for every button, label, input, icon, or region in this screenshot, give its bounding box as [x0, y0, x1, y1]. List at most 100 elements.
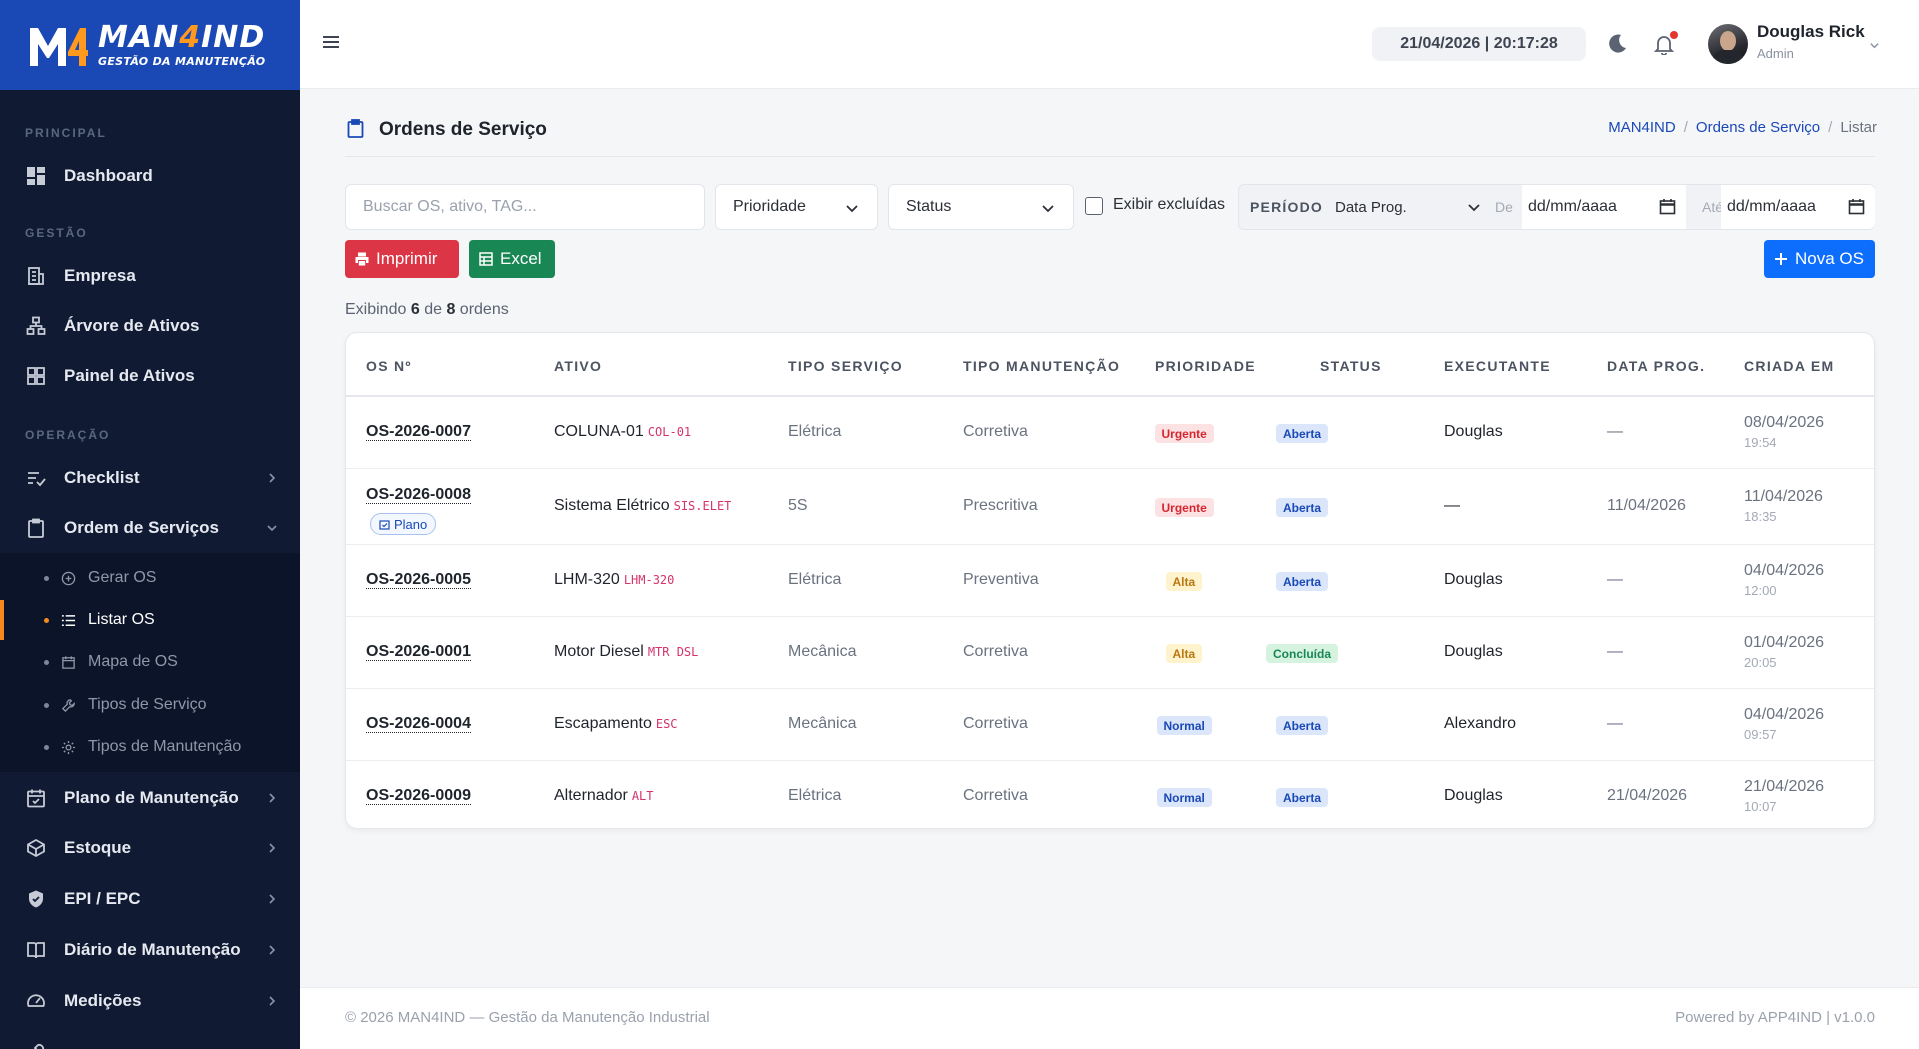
col-header-data-prog[interactable]: DATA PROG.: [1607, 358, 1706, 374]
plan-badge[interactable]: Plano: [370, 513, 437, 535]
sidebar-item-empresa[interactable]: Empresa: [0, 254, 300, 298]
breadcrumb-link-ordens[interactable]: Ordens de Serviço: [1695, 119, 1821, 136]
sidebar-item-estoque[interactable]: Estoque: [0, 826, 300, 870]
table-row[interactable]: OS-2026-0008 Plano Sistema Elétrico SIS.ELE…: [346, 469, 1874, 545]
sidebar-subitem-mapa-os[interactable]: Mapa de OS: [0, 642, 300, 682]
sidebar-item-painel[interactable]: Painel de Ativos: [0, 354, 300, 398]
brand-logo[interactable]: MAN4IND GESTÃO DA MANUTENÇÃO: [0, 0, 300, 90]
user-role: Admin: [1757, 46, 1794, 61]
period-field-select[interactable]: Data Prog.: [1335, 185, 1485, 229]
calendar-icon[interactable]: [1848, 198, 1865, 215]
created-date: 11/04/2026: [1744, 488, 1823, 505]
asset-name: Alternador: [554, 787, 628, 804]
created-time: 19:54: [1744, 435, 1777, 450]
sidebar-item-dashboard[interactable]: Dashboard: [0, 154, 300, 198]
os-number-link[interactable]: OS-2026-0001: [366, 643, 471, 661]
panel-icon: [27, 367, 45, 385]
page-title: Ordens de Serviço: [379, 119, 547, 140]
table-row[interactable]: OS-2026-0009 Alternador ALT Elétrica Correti…: [346, 761, 1874, 828]
sidebar-subitem-tipos-servico[interactable]: Tipos de Serviço: [0, 685, 300, 725]
col-header-executante[interactable]: EXECUTANTE: [1444, 358, 1551, 374]
col-header-tipo-servico[interactable]: TIPO SERVIÇO: [788, 358, 903, 374]
avatar[interactable]: [1708, 24, 1748, 64]
scheduled-date: 11/04/2026: [1607, 497, 1686, 514]
os-number-link[interactable]: OS-2026-0009: [366, 787, 471, 805]
status-badge: Aberta: [1276, 716, 1329, 735]
sidebar-item-diario-manutencao[interactable]: Diário de Manutenção: [0, 928, 300, 972]
period-field-value: Data Prog.: [1335, 198, 1407, 216]
chevron-down-icon[interactable]: [1869, 40, 1880, 51]
table-row[interactable]: OS-2026-0004 Escapamento ESC Mecânica Corret…: [346, 689, 1874, 761]
os-number-link[interactable]: OS-2026-0007: [366, 423, 471, 441]
datetime-display: 21/04/2026 | 20:17:28: [1372, 27, 1586, 61]
moon-icon[interactable]: [1606, 33, 1628, 55]
asset-tag: MTR DSL: [647, 645, 699, 659]
sidebar-subitem-label: Gerar OS: [88, 569, 157, 586]
sidebar-item-checklist[interactable]: Checklist: [0, 456, 300, 500]
sidebar-subitem-label: Tipos de Manutenção: [88, 738, 242, 755]
priority-select-value: Prioridade: [733, 198, 806, 215]
orders-table: OS Nº ATIVO TIPO SERVIÇO TIPO MANUTENÇÃO…: [345, 332, 1875, 829]
sidebar-item-epi-epc[interactable]: EPI / EPC: [0, 877, 300, 921]
sidebar-subitem-gerar-os[interactable]: Gerar OS: [0, 558, 300, 598]
search-input[interactable]: Buscar OS, ativo, TAG...: [345, 184, 705, 230]
status-select[interactable]: Status: [888, 184, 1074, 230]
col-header-prioridade[interactable]: PRIORIDADE: [1155, 358, 1256, 374]
menu-icon[interactable]: [322, 34, 340, 50]
priority-badge: Alta: [1165, 572, 1203, 591]
sidebar-subitem-tipos-manutencao[interactable]: Tipos de Manutenção: [0, 727, 300, 767]
maintenance-type: Corretiva: [963, 715, 1028, 732]
os-number-link[interactable]: OS-2026-0008: [366, 486, 471, 504]
print-button[interactable]: Imprimir: [345, 240, 459, 278]
new-os-button[interactable]: Nova OS: [1764, 240, 1875, 278]
sidebar-item-plano-manutencao[interactable]: Plano de Manutenção: [0, 776, 300, 820]
show-deleted-checkbox[interactable]: [1085, 197, 1103, 215]
calendar-icon[interactable]: [1659, 198, 1676, 215]
excel-button[interactable]: Excel: [469, 240, 555, 278]
sidebar-subitem-label: Mapa de OS: [88, 653, 178, 670]
maintenance-type: Preventiva: [963, 571, 1039, 588]
date-from-input[interactable]: dd/mm/aaaa: [1522, 185, 1686, 229]
new-os-button-label: Nova OS: [1795, 249, 1864, 268]
col-header-criada-em[interactable]: CRIADA EM: [1744, 358, 1835, 374]
os-number-link[interactable]: OS-2026-0005: [366, 571, 471, 589]
sidebar-item-partial[interactable]: [0, 1030, 300, 1049]
col-header-os[interactable]: OS Nº: [366, 358, 412, 374]
status-badge: Aberta: [1276, 424, 1329, 443]
bullet-dot: [44, 617, 49, 623]
sidebar-item-arvore[interactable]: Árvore de Ativos: [0, 304, 300, 348]
service-type: Elétrica: [788, 571, 842, 588]
priority-badge: Urgente: [1154, 498, 1214, 517]
bell-icon[interactable]: [1653, 33, 1675, 55]
col-header-status[interactable]: STATUS: [1320, 358, 1382, 374]
table-row[interactable]: OS-2026-0001 Motor Diesel MTR DSL Mecânica C…: [346, 617, 1874, 689]
table-row[interactable]: OS-2026-0005 LHM-320 LHM-320 Elétrica Preven…: [346, 545, 1874, 617]
user-name[interactable]: Douglas Rick: [1757, 22, 1865, 41]
col-header-ativo[interactable]: ATIVO: [554, 358, 603, 374]
count-suffix: ordens: [459, 301, 509, 318]
show-deleted-label[interactable]: Exibir excluídas: [1113, 196, 1226, 213]
asset-name: COLUNA-01: [554, 423, 644, 440]
priority-badge: Normal: [1156, 788, 1212, 807]
breadcrumb-link-home[interactable]: MAN4IND: [1608, 119, 1676, 136]
sidebar-item-label: Painel de Ativos: [64, 366, 195, 385]
os-number-link[interactable]: OS-2026-0004: [366, 715, 471, 733]
status-badge: Concluída: [1266, 644, 1339, 663]
sidebar-item-ordem-servicos[interactable]: Ordem de Serviços: [0, 506, 300, 550]
sidebar-subitem-listar-os[interactable]: Listar OS: [0, 600, 300, 640]
created-time: 12:00: [1744, 583, 1777, 598]
scheduled-date: —: [1607, 423, 1623, 440]
count-prefix: Exibindo: [345, 301, 407, 318]
table-row[interactable]: OS-2026-0007 COLUNA-01 COL-01 Elétrica Corre…: [346, 397, 1874, 469]
asset-tag: ALT: [631, 789, 654, 803]
asset-tag: SIS.ELET: [673, 499, 732, 513]
sidebar-item-label: EPI / EPC: [64, 889, 141, 908]
sidebar: MAN4IND GESTÃO DA MANUTENÇÃO PRINCIPAL D…: [0, 0, 300, 1049]
print-button-label: Imprimir: [376, 249, 438, 268]
sidebar-item-medicoes[interactable]: Medições: [0, 979, 300, 1023]
priority-select[interactable]: Prioridade: [715, 184, 878, 230]
box-icon: [27, 838, 45, 858]
col-header-tipo-manutencao[interactable]: TIPO MANUTENÇÃO: [963, 358, 1121, 374]
calendar-small-icon: [62, 655, 75, 669]
date-to-input[interactable]: dd/mm/aaaa: [1721, 185, 1875, 229]
